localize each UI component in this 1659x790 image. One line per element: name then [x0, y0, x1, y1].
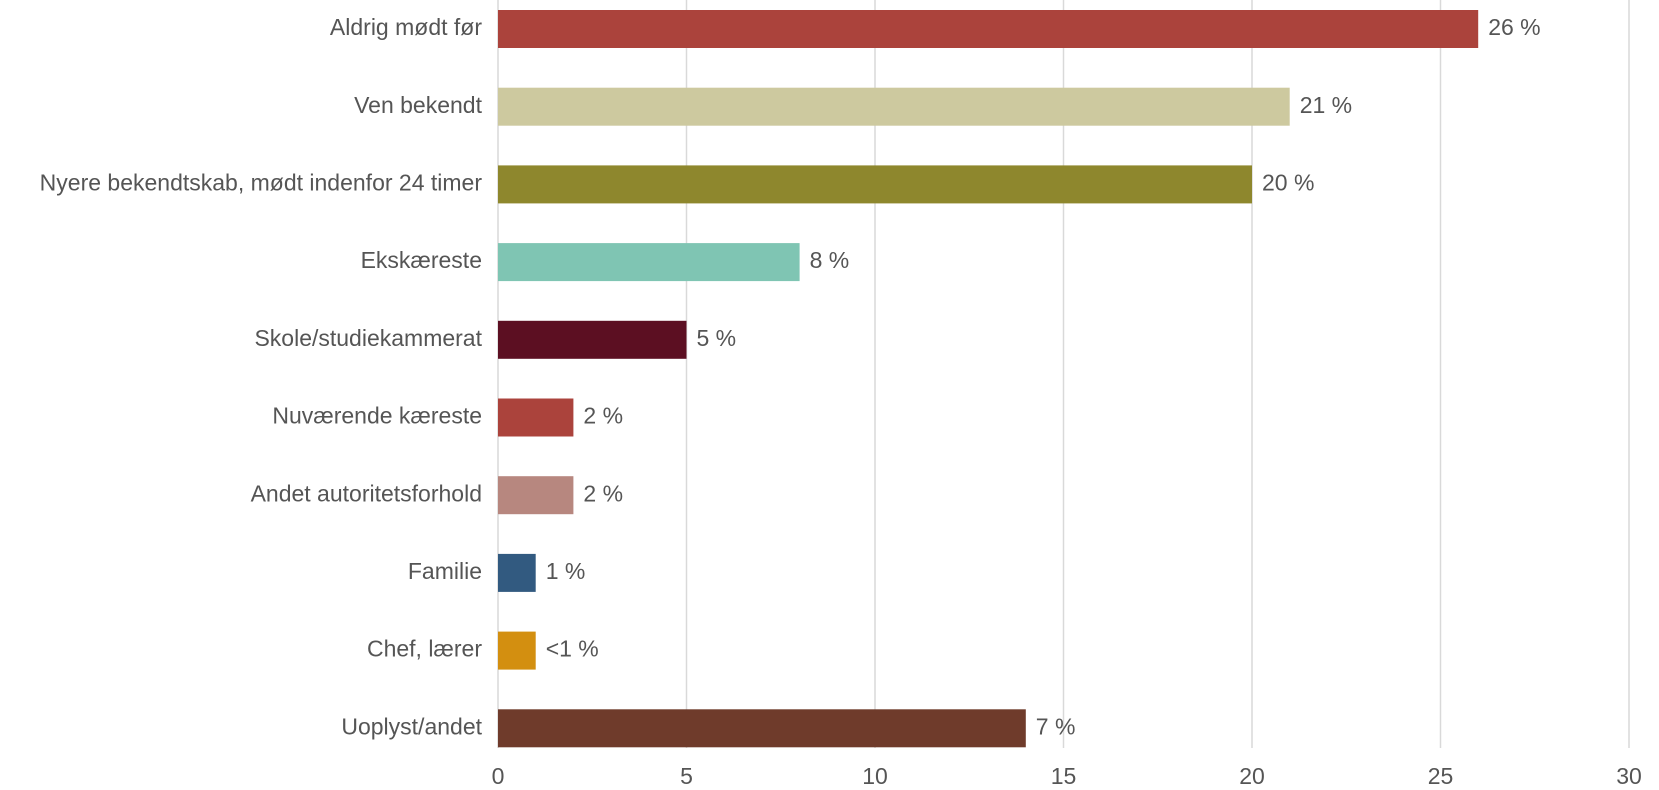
x-tick-label: 0 — [492, 763, 505, 789]
x-tick-label: 15 — [1051, 763, 1077, 789]
y-tick-label: Ekskæreste — [361, 247, 482, 273]
value-label: 20 % — [1262, 169, 1314, 195]
bar — [498, 243, 800, 282]
bar — [498, 398, 574, 437]
value-label: 7 % — [1036, 713, 1076, 739]
x-tick-label: 5 — [680, 763, 693, 789]
y-tick-label: Aldrig mødt før — [330, 14, 482, 40]
y-tick-label: Ven bekendt — [354, 92, 483, 118]
y-tick-label: Uoplyst/andet — [341, 713, 482, 739]
bar — [498, 320, 687, 359]
value-label: 1 % — [546, 558, 586, 584]
value-label: 5 % — [697, 325, 737, 351]
bar — [498, 709, 1026, 748]
x-tick-label: 20 — [1239, 763, 1265, 789]
value-label: 8 % — [810, 247, 850, 273]
y-tick-label: Nuværende kæreste — [272, 403, 482, 429]
x-tick-label: 10 — [862, 763, 888, 789]
y-tick-label: Familie — [408, 558, 482, 584]
bar — [498, 631, 536, 670]
y-tick-label: Andet autoritetsforhold — [251, 480, 482, 506]
bar — [498, 165, 1252, 204]
y-tick-label: Chef, lærer — [367, 636, 482, 662]
y-tick-label: Nyere bekendtskab, mødt indenfor 24 time… — [40, 169, 483, 195]
value-label: 2 % — [583, 480, 623, 506]
x-tick-label: 30 — [1616, 763, 1642, 789]
x-tick-label: 25 — [1428, 763, 1454, 789]
y-tick-label: Skole/studiekammerat — [254, 325, 482, 351]
value-label: 21 % — [1300, 92, 1352, 118]
bar — [498, 553, 536, 592]
bar — [498, 87, 1290, 126]
value-label: 2 % — [583, 403, 623, 429]
value-label: 26 % — [1488, 14, 1540, 40]
bar — [498, 476, 574, 515]
value-label: <1 % — [546, 636, 599, 662]
bar — [498, 10, 1479, 48]
